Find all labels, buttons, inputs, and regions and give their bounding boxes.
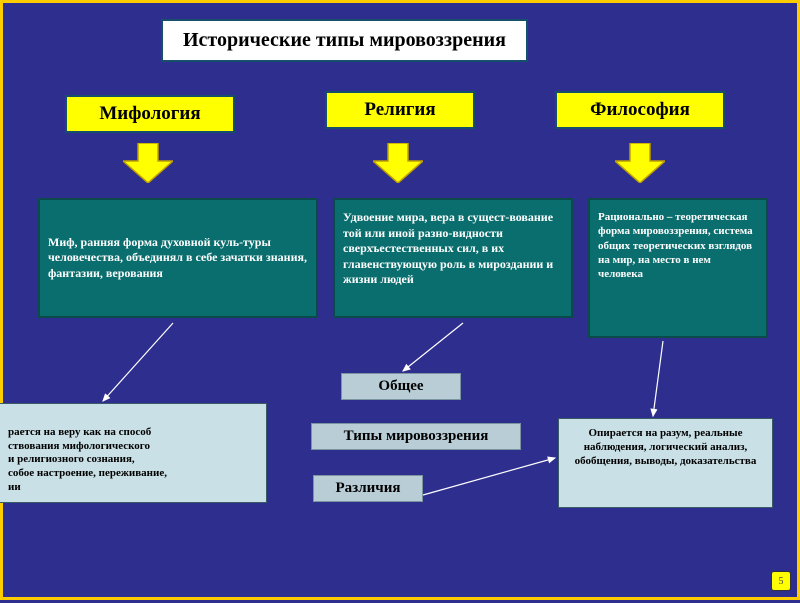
category-religion: Религия: [325, 91, 475, 129]
label-differences: Различия: [313, 475, 423, 502]
title-text: Исторические типы мировоззрения: [183, 29, 506, 51]
desc-mythology: Миф, ранняя форма духовной куль-туры чел…: [38, 198, 318, 318]
mid-text: Общее: [378, 378, 423, 394]
desc-text: Удвоение мира, вера в сущест-вование той…: [343, 210, 553, 286]
arrow-down-icon: [373, 143, 423, 183]
category-label: Философия: [590, 99, 690, 120]
desc-text: Рационально – теоретическая форма мирово…: [598, 211, 753, 280]
bot-text: Опирается на разум, реальные наблюдения,…: [575, 427, 757, 467]
label-types: Типы мировоззрения: [311, 423, 521, 450]
arrow-down-icon: [123, 143, 173, 183]
bottom-belief: рается на веру как на способ ствования м…: [0, 403, 267, 503]
main-title: Исторические типы мировоззрения: [161, 19, 528, 62]
arrow-down-icon: [615, 143, 665, 183]
category-label: Мифология: [99, 103, 200, 124]
bottom-reason: Опирается на разум, реальные наблюдения,…: [558, 418, 773, 508]
mid-text: Различия: [336, 480, 401, 496]
desc-text: Миф, ранняя форма духовной куль-туры чел…: [48, 235, 308, 282]
category-label: Религия: [364, 99, 435, 120]
category-mythology: Мифология: [65, 95, 235, 133]
mid-text: Типы мировоззрения: [344, 428, 489, 444]
category-philosophy: Философия: [555, 91, 725, 129]
bot-text: рается на веру как на способ ствования м…: [8, 426, 167, 493]
label-common: Общее: [341, 373, 461, 400]
page-number-text: 5: [779, 576, 784, 587]
desc-religion: Удвоение мира, вера в сущест-вование той…: [333, 198, 573, 318]
desc-philosophy: Рационально – теоретическая форма мирово…: [588, 198, 768, 338]
page-number: 5: [771, 571, 791, 591]
